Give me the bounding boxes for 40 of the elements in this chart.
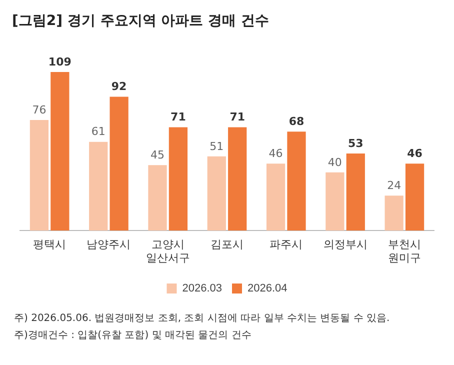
legend-label: 2026.03 [182, 282, 222, 295]
x-tick-label: 평택시 [33, 239, 66, 252]
data-label: 24 [387, 179, 402, 192]
data-label: 109 [48, 55, 72, 68]
bar [168, 127, 188, 231]
x-tick-label: 파주시 [270, 239, 303, 252]
bar [287, 132, 306, 231]
bar [266, 164, 286, 231]
bar [148, 165, 167, 231]
data-label: 46 [268, 147, 283, 160]
data-label: 45 [150, 148, 165, 162]
bar [50, 72, 70, 231]
legend-label: 2026.04 [248, 282, 288, 295]
chart-title: [그림2] 경기 주요지역 아파트 경매 건수 [12, 12, 269, 30]
bar [30, 120, 49, 231]
bar [405, 164, 424, 231]
data-label: 40 [328, 156, 342, 169]
x-tick-label: 고양시 일산서구 [146, 239, 190, 264]
x-tick-label: 부천시 원미구 [388, 239, 421, 264]
data-label: 76 [32, 103, 46, 116]
x-tick-label: 남양주시 [86, 239, 131, 252]
bar [228, 127, 247, 231]
data-label: 71 [230, 110, 246, 124]
bar [207, 156, 226, 231]
text: 주) 2026.05.06. 법원경매정보 조회, 조회 시점에 따라 일부 수치는 변동될 수 있음. [14, 312, 390, 326]
data-label: 61 [91, 125, 106, 138]
bar [346, 153, 365, 231]
bar [326, 172, 344, 231]
bar [384, 196, 404, 231]
data-label: 68 [288, 115, 304, 128]
bar [110, 96, 128, 231]
data-label: 92 [111, 80, 127, 94]
data-label: 53 [348, 136, 364, 150]
x-tick-label: 의정부시 [323, 239, 368, 252]
bar [89, 142, 108, 231]
data-label: 71 [170, 110, 186, 124]
data-label: 51 [210, 140, 224, 153]
text: 주)경매건수 : 입찰(유찰 포함) 및 매각된 물건의 건수 [14, 329, 252, 343]
data-label: 46 [407, 147, 423, 160]
x-tick-label: 김포시 [210, 239, 244, 252]
